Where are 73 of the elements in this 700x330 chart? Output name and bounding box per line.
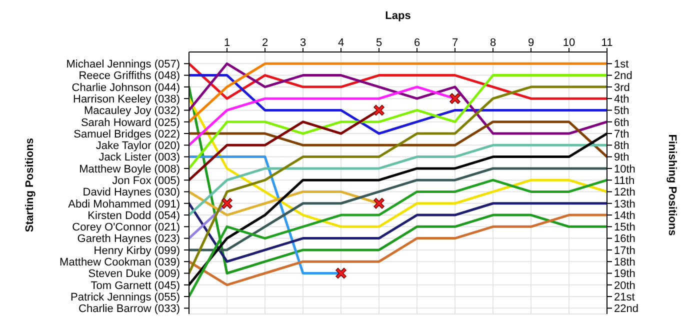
y-tick-label: 16th	[614, 233, 636, 246]
point	[222, 198, 232, 209]
text: Steven Duke (009)	[88, 268, 180, 280]
x-tick-label: 11	[601, 37, 613, 49]
text: Patrick Jennings (055)	[70, 291, 180, 304]
x-tick-label: 5	[376, 37, 382, 49]
text: Matthew Boyle (008)	[79, 163, 180, 176]
y-tick-label: 4th	[614, 93, 630, 106]
x-tick-label: 1	[224, 37, 230, 49]
text: Macauley Joy (032)	[84, 105, 180, 118]
line-series	[189, 167, 607, 252]
text: Samuel Bridges (022)	[74, 128, 180, 140]
x-tick-label: 9	[528, 37, 534, 49]
x-axis-title: Laps	[384, 10, 412, 22]
line-series	[189, 214, 607, 286]
text: Henry Kirby (099)	[94, 244, 180, 257]
text: Corey O'Connor (021)	[72, 222, 180, 234]
y-tick-label: 9th	[614, 152, 630, 164]
x-tick-label: 7	[452, 37, 458, 49]
text: Starting Positions	[24, 138, 36, 232]
y-tick-label: 19th	[614, 268, 636, 280]
point	[374, 104, 384, 116]
y-tick-label: 5th	[614, 105, 630, 118]
y-tick-label: 22nd	[614, 303, 638, 316]
y-tick-label: 13th	[614, 198, 636, 210]
text: Charlie Johnson (044)	[72, 82, 180, 94]
y-tick-label: 7th	[614, 128, 630, 140]
y-tick-label: 6th	[614, 116, 630, 129]
y-tick-label: 14th	[614, 210, 636, 222]
x-tick-label: 8	[490, 37, 496, 49]
text: Jack Lister (003)	[98, 152, 180, 164]
line-series	[189, 62, 607, 100]
y-tick-label: 21st	[614, 291, 635, 304]
text: Reece Griffiths (048)	[78, 70, 180, 82]
line-series	[189, 97, 607, 228]
line-series	[189, 74, 607, 135]
point	[336, 268, 346, 279]
text: Jake Taylor (020)	[96, 140, 180, 152]
text: Matthew Cookman (039)	[60, 256, 180, 269]
point	[450, 93, 460, 104]
text: David Haynes (030)	[82, 186, 180, 199]
line-series	[189, 62, 607, 135]
line-series	[189, 120, 607, 158]
text: Michael Jennings (057)	[66, 58, 180, 71]
y-tick-label: 12th	[614, 186, 636, 199]
line-series	[189, 202, 607, 263]
text: Kirsten Dodd (054)	[88, 210, 180, 222]
y-tick-label: 17th	[614, 244, 636, 257]
text: Charlie Barrow (033)	[78, 303, 180, 316]
y-tick-label: 8th	[614, 140, 630, 152]
text: Sarah Howard (025)	[80, 116, 180, 129]
line-series	[189, 144, 607, 216]
y-tick-label: 20th	[614, 280, 636, 292]
point	[374, 198, 384, 209]
text: Gareth Haynes (023)	[77, 233, 180, 246]
x-tick-label: 2	[262, 37, 268, 49]
text: Harrison Keeley (038)	[73, 93, 180, 106]
y-axis-title: Finishing Positions	[666, 134, 678, 236]
y-tick-label: 2nd	[614, 70, 632, 82]
text: Jon Fox (005)	[112, 174, 180, 187]
y-tick-label: 18th	[614, 256, 636, 269]
y-tick-label: 10th	[614, 163, 636, 176]
line-series	[189, 74, 607, 170]
text: Tom Garnett (045)	[90, 280, 180, 292]
y-tick-label: 15th	[614, 222, 636, 234]
y-tick-label: 11th	[614, 174, 635, 187]
y-tick-label: 1st	[614, 58, 629, 71]
x-tick-label: 10	[562, 37, 576, 49]
x-tick-label: 6	[414, 37, 420, 49]
y-tick-label: 3rd	[614, 82, 630, 94]
text: Abdi Mohammed (091)	[68, 198, 180, 210]
x-tick-label: 4	[338, 37, 344, 49]
x-tick-label: 3	[300, 37, 306, 49]
